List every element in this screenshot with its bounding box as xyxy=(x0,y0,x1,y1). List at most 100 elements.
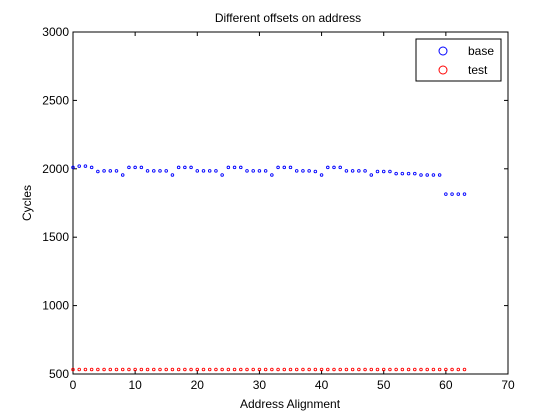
plot-area xyxy=(72,31,509,375)
data-point-base xyxy=(133,165,137,170)
data-point-base xyxy=(257,169,262,173)
data-point-base xyxy=(332,165,336,170)
data-point-base xyxy=(120,173,125,177)
data-point-test xyxy=(257,367,262,372)
data-point-test xyxy=(413,367,417,372)
data-point-test xyxy=(232,367,237,372)
x-tick-label: 50 xyxy=(377,378,391,392)
data-point-test xyxy=(388,367,392,372)
data-point-test xyxy=(102,367,106,372)
data-point-base xyxy=(338,165,342,170)
data-point-test xyxy=(164,367,168,372)
data-point-base xyxy=(369,173,374,177)
data-point-base xyxy=(226,165,231,170)
data-point-base xyxy=(400,171,405,176)
data-point-test xyxy=(288,367,293,372)
data-point-base xyxy=(363,169,367,173)
data-point-base xyxy=(301,169,305,173)
data-point-test xyxy=(152,367,156,372)
data-point-test xyxy=(77,367,81,372)
legend-marker-test xyxy=(438,65,448,75)
data-point-test xyxy=(108,367,113,372)
data-point-base xyxy=(77,164,81,168)
data-point-test xyxy=(270,367,274,372)
x-tick-label: 10 xyxy=(128,378,142,392)
y-tick-label: 500 xyxy=(49,367,69,381)
data-point-test xyxy=(444,367,448,372)
data-point-base xyxy=(394,171,398,176)
data-point-base xyxy=(189,165,193,170)
data-points xyxy=(71,164,467,372)
x-tick-label: 70 xyxy=(501,378,515,392)
data-point-test xyxy=(425,367,429,372)
y-tick-label: 2500 xyxy=(42,93,69,107)
data-point-test xyxy=(301,367,305,372)
data-point-test xyxy=(263,367,268,372)
x-tick-label: 0 xyxy=(70,378,77,392)
data-point-base xyxy=(276,165,280,170)
data-point-test xyxy=(183,367,187,372)
data-point-base xyxy=(263,169,268,173)
data-point-test xyxy=(251,367,255,372)
data-point-test xyxy=(462,367,467,372)
data-point-base xyxy=(108,169,113,173)
data-point-base xyxy=(431,173,436,177)
data-point-base xyxy=(152,169,156,173)
data-point-base xyxy=(344,169,349,173)
data-point-base xyxy=(195,169,200,173)
data-point-test xyxy=(214,367,218,372)
x-tick-label: 20 xyxy=(191,378,205,392)
x-axis-label: Address Alignment xyxy=(240,397,341,411)
data-point-base xyxy=(127,165,131,170)
data-point-test xyxy=(83,367,88,372)
data-point-test xyxy=(245,367,249,372)
x-tick-label: 60 xyxy=(439,378,453,392)
data-point-test xyxy=(431,367,436,372)
y-tick-label: 2000 xyxy=(42,162,69,176)
data-point-base xyxy=(270,173,274,177)
data-point-base xyxy=(437,173,442,177)
data-point-base xyxy=(413,171,417,176)
data-point-base xyxy=(375,169,380,174)
data-point-base xyxy=(139,165,144,170)
data-point-base xyxy=(183,165,187,170)
data-point-test xyxy=(406,367,411,372)
data-point-test xyxy=(96,367,100,372)
data-point-test xyxy=(375,367,380,372)
data-point-test xyxy=(207,367,212,372)
data-point-test xyxy=(239,367,243,372)
data-point-base xyxy=(96,169,100,174)
data-point-test xyxy=(133,367,137,372)
data-point-base xyxy=(145,169,150,173)
data-point-base xyxy=(326,165,330,170)
data-point-base xyxy=(313,169,318,174)
data-point-test xyxy=(139,367,144,372)
data-point-base xyxy=(201,169,206,173)
data-point-test xyxy=(369,367,374,372)
chart-title: Different offsets on address xyxy=(215,11,361,25)
data-point-base xyxy=(456,192,461,196)
legend-marker-base xyxy=(438,46,448,56)
data-point-base xyxy=(232,165,237,170)
data-point-test xyxy=(363,367,367,372)
data-point-test xyxy=(307,367,311,372)
data-point-test xyxy=(419,367,423,372)
data-point-base xyxy=(214,169,218,173)
data-point-test xyxy=(71,367,75,372)
data-point-base xyxy=(444,192,448,196)
data-point-base xyxy=(102,169,106,173)
data-point-test xyxy=(319,367,324,372)
data-point-base xyxy=(462,192,467,196)
data-point-base xyxy=(71,165,75,170)
data-point-test xyxy=(226,367,231,372)
data-point-test xyxy=(276,367,280,372)
data-point-base xyxy=(251,169,255,173)
data-point-test xyxy=(338,367,342,372)
legend: base test xyxy=(415,38,502,82)
axis-ticks: 0 10 20 30 40 50 60 70 500 1000 1500 2000 2500 3000 xyxy=(42,25,515,392)
y-tick-label: 1500 xyxy=(42,230,69,244)
data-point-test xyxy=(437,367,442,372)
data-point-test xyxy=(332,367,336,372)
data-point-test xyxy=(400,367,405,372)
